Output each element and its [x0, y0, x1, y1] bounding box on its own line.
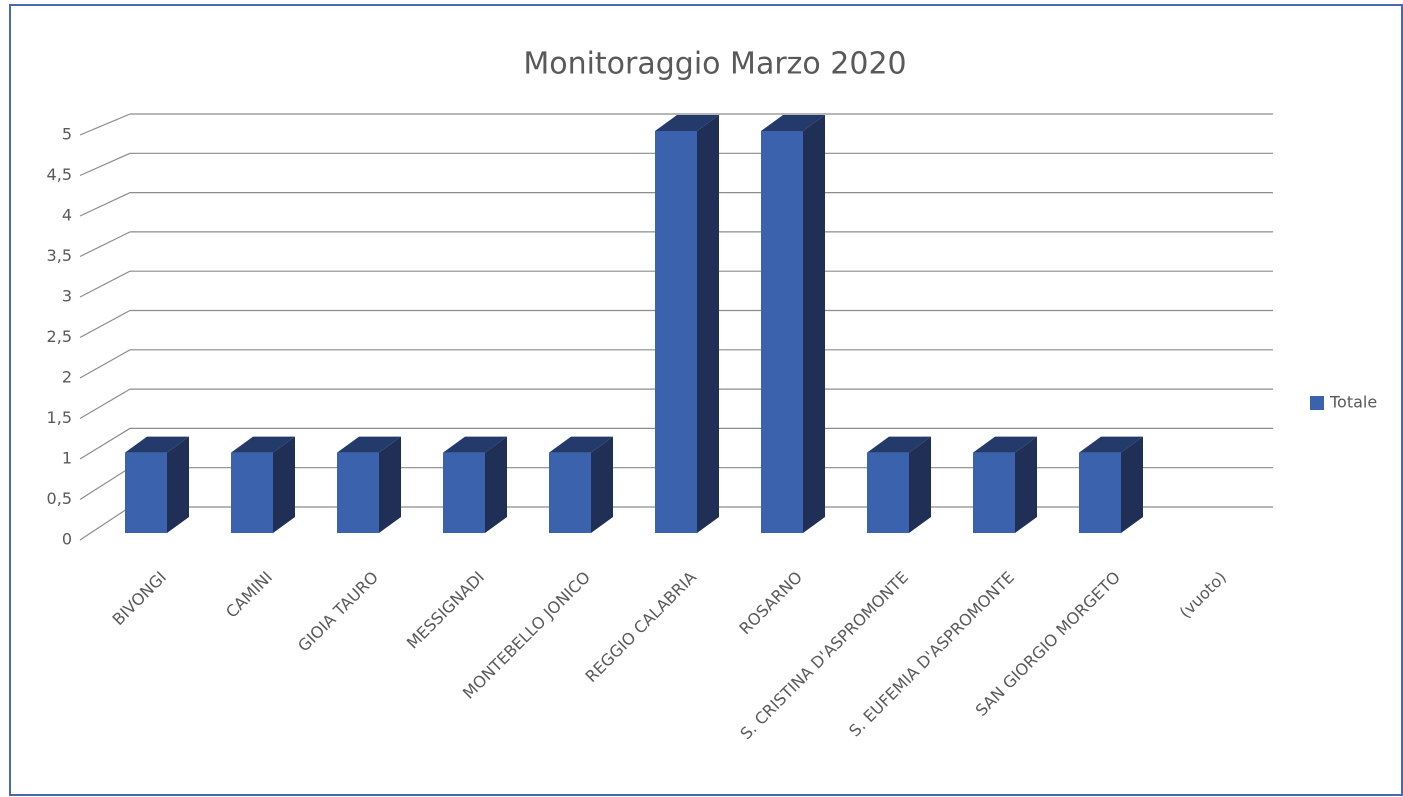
- grid-line-side: [79, 506, 131, 541]
- bar: [337, 452, 379, 533]
- bar-side: [697, 115, 719, 533]
- bar: [443, 452, 485, 533]
- bar-side: [379, 436, 401, 533]
- bar-top: [231, 436, 295, 453]
- bar-side: [167, 436, 189, 533]
- bar: [867, 452, 909, 533]
- grid-line-side: [79, 231, 131, 258]
- legend-swatch: [1310, 396, 1324, 410]
- bar-top: [549, 436, 613, 453]
- bar-top: [125, 436, 189, 453]
- bar-side: [909, 436, 931, 533]
- y-tick-label: 4: [62, 206, 72, 225]
- chart-title: Monitoraggio Marzo 2020: [523, 47, 906, 82]
- bar: [231, 452, 273, 533]
- grid-line-side: [79, 192, 131, 217]
- bar: [761, 131, 803, 533]
- grid-line-side: [79, 113, 131, 136]
- bar-side: [803, 115, 825, 533]
- y-tick-label: 2,5: [47, 327, 72, 346]
- grid-line-side: [79, 427, 131, 460]
- bar: [1079, 452, 1121, 533]
- bar-top: [337, 436, 401, 453]
- y-tick-label: 5: [62, 125, 72, 144]
- y-tick-label: 1,5: [47, 408, 72, 427]
- bar-side: [591, 436, 613, 533]
- bar-side: [273, 436, 295, 533]
- y-tick-label: 0,5: [47, 489, 72, 508]
- grid-line-side: [79, 309, 131, 339]
- y-tick-label: 0: [62, 530, 72, 549]
- grid-line-side: [79, 388, 131, 420]
- grid-line-side: [79, 349, 131, 379]
- grid-line-side: [79, 467, 131, 501]
- y-tick-label: 1: [62, 449, 72, 468]
- bar-top: [443, 436, 507, 453]
- bar-side: [1121, 436, 1143, 533]
- y-tick-label: 4,5: [47, 165, 72, 184]
- bar-top: [1079, 436, 1143, 453]
- grid-line-side: [79, 270, 131, 298]
- bar-top: [761, 115, 825, 131]
- grid-line-side: [79, 152, 131, 177]
- bar-side: [485, 436, 507, 533]
- y-tick-label: 3: [62, 287, 72, 306]
- bar: [549, 452, 591, 533]
- bar-top: [973, 436, 1037, 453]
- bar-top: [655, 115, 719, 131]
- y-tick-label: 3,5: [47, 246, 72, 265]
- bar: [655, 131, 697, 533]
- bar-side: [1015, 436, 1037, 533]
- bar: [125, 452, 167, 533]
- bar: [973, 452, 1015, 533]
- bar-top: [867, 436, 931, 453]
- y-tick-label: 2: [62, 368, 72, 387]
- legend-label: Totale: [1329, 393, 1377, 412]
